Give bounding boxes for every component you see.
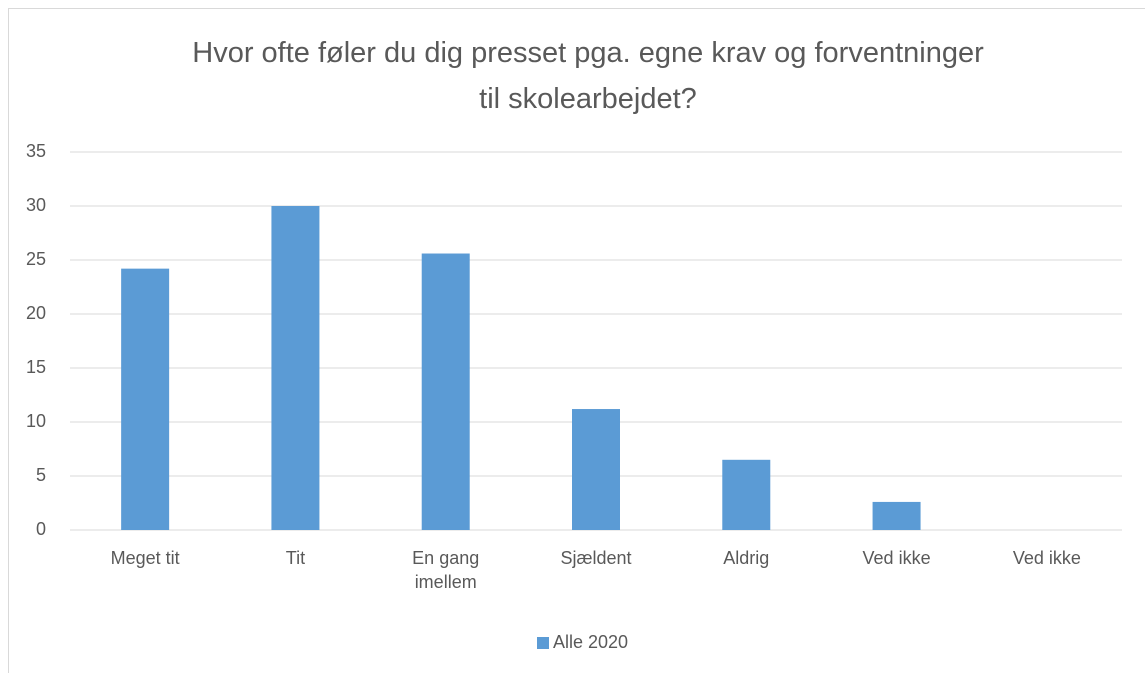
y-tick-label: 20 [26, 303, 46, 323]
x-tick-label: Ved ikke [1012, 548, 1081, 568]
bar [722, 459, 771, 530]
bar [572, 409, 620, 530]
chart-title: Hvor ofte føler du dig presset pga. egne… [192, 37, 984, 115]
bar [421, 253, 470, 530]
x-tick-label: En gang imellem [412, 548, 480, 592]
bar [271, 206, 320, 530]
x-tick-label: Tit [285, 548, 306, 568]
y-tick-label: 10 [26, 411, 46, 431]
y-tick-label: 35 [26, 141, 46, 161]
y-tick-label: 25 [26, 249, 46, 269]
bar [121, 268, 170, 530]
x-tick-label: Ved ikke [862, 548, 931, 568]
bar [872, 501, 921, 530]
y-tick-label: 30 [26, 195, 46, 215]
y-tick-label: 15 [26, 357, 46, 377]
x-tick-label: Aldrig [723, 548, 770, 568]
chart-frame [8, 8, 1145, 673]
y-tick-label: 5 [36, 465, 46, 485]
legend-swatch [537, 637, 549, 649]
y-tick-label: 0 [36, 519, 46, 539]
legend-label: Alle 2020 [553, 632, 629, 652]
x-tick-label: Meget tit [110, 548, 180, 568]
x-tick-label: Sjældent [560, 548, 632, 568]
